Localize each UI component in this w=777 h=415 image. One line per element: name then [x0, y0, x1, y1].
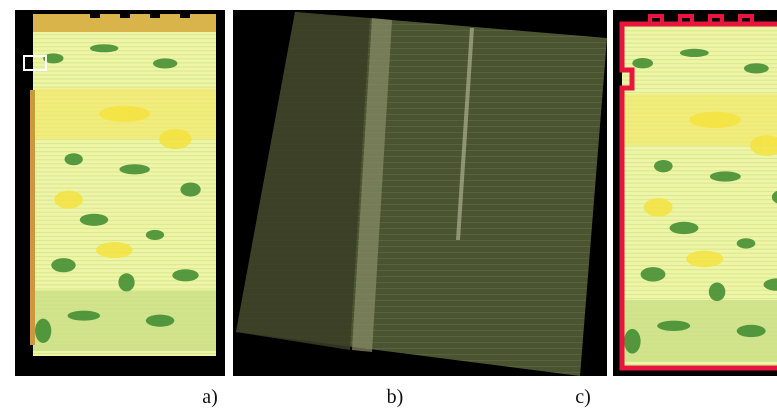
panel-label: c) — [575, 386, 591, 408]
panel-a — [15, 10, 225, 376]
figure: a) b) c) — [0, 0, 777, 415]
page: a) b) c) (() => { const data = JSON.pars… — [0, 0, 777, 415]
panel-label: b) — [387, 386, 404, 408]
panel-label: a) — [202, 386, 218, 408]
panel-b — [233, 10, 607, 376]
panel-c — [613, 10, 777, 376]
